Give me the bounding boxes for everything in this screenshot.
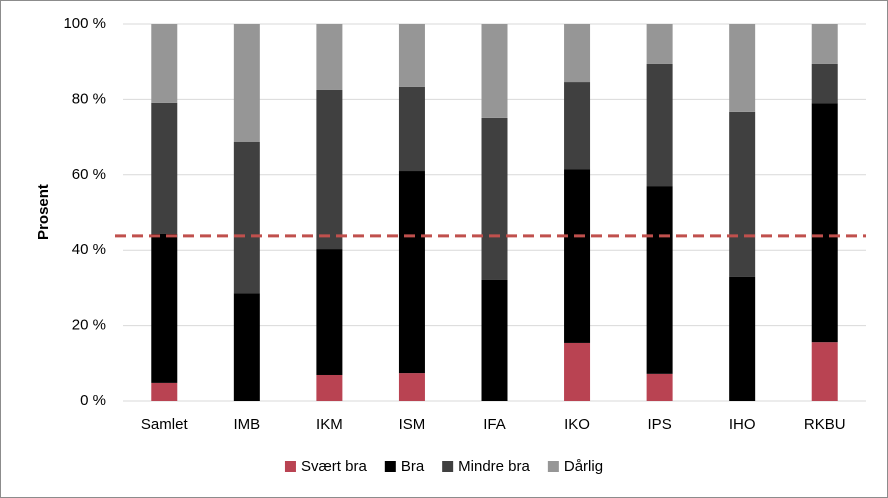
- bar-segment: [646, 186, 673, 374]
- bar-segment: [316, 24, 343, 90]
- bar-segment: [481, 24, 508, 118]
- bar-segment: [151, 102, 178, 234]
- x-tick-label: IKM: [316, 416, 343, 433]
- x-tick-label: IKO: [564, 416, 590, 433]
- bar-segment: [729, 276, 756, 401]
- bar-segment: [729, 24, 756, 112]
- legend-label: Mindre bra: [458, 458, 530, 475]
- legend-label: Bra: [401, 458, 425, 475]
- bar-segment: [398, 171, 425, 374]
- bar-segment: [316, 249, 343, 375]
- bar-segment: [811, 103, 838, 343]
- x-tick-label: Samlet: [141, 416, 189, 433]
- bar-segment: [564, 342, 591, 401]
- bar-segment: [481, 117, 508, 280]
- legend-swatch: [384, 461, 396, 472]
- bar-segment: [233, 293, 260, 401]
- bar-segment: [811, 63, 838, 104]
- bar-segment: [811, 24, 838, 64]
- legend-label: Svært bra: [301, 458, 368, 475]
- bar-segment: [398, 373, 425, 401]
- bar-segment: [564, 169, 591, 343]
- bar-segment: [646, 24, 673, 64]
- y-tick-label: 40 %: [72, 241, 106, 258]
- legend-swatch: [442, 461, 454, 472]
- bar-segment: [564, 24, 591, 83]
- legend-swatch: [547, 461, 559, 472]
- x-tick-label: IMB: [233, 416, 260, 433]
- bar-segment: [316, 374, 343, 401]
- y-axis-label: Prosent: [35, 184, 52, 240]
- bar-segment: [729, 111, 756, 277]
- bar-segment: [564, 82, 591, 170]
- y-tick-label: 20 %: [72, 317, 106, 334]
- bar-segment: [316, 89, 343, 250]
- legend-label: Dårlig: [564, 458, 603, 475]
- bar-segment: [398, 86, 425, 172]
- bar-segment: [151, 24, 178, 103]
- y-tick-label: 80 %: [72, 90, 106, 107]
- bar-segment: [233, 142, 260, 294]
- x-tick-label: IHO: [729, 416, 756, 433]
- bar-segment: [811, 342, 838, 401]
- x-tick-label: IFA: [483, 416, 506, 433]
- y-tick-label: 0 %: [80, 392, 106, 409]
- bar-segment: [646, 63, 673, 187]
- bar-segment: [481, 279, 508, 401]
- x-tick-label: IPS: [648, 416, 672, 433]
- legend-swatch: [284, 461, 296, 472]
- bar-segment: [646, 373, 673, 401]
- x-tick-label: ISM: [399, 416, 426, 433]
- bar-segment: [233, 24, 260, 143]
- bar-segment: [151, 233, 178, 383]
- x-tick-label: RKBU: [804, 416, 846, 433]
- y-tick-label: 60 %: [72, 166, 106, 183]
- bar-segment: [151, 382, 178, 401]
- bar-segment: [398, 24, 425, 87]
- y-tick-label: 100 %: [63, 15, 106, 32]
